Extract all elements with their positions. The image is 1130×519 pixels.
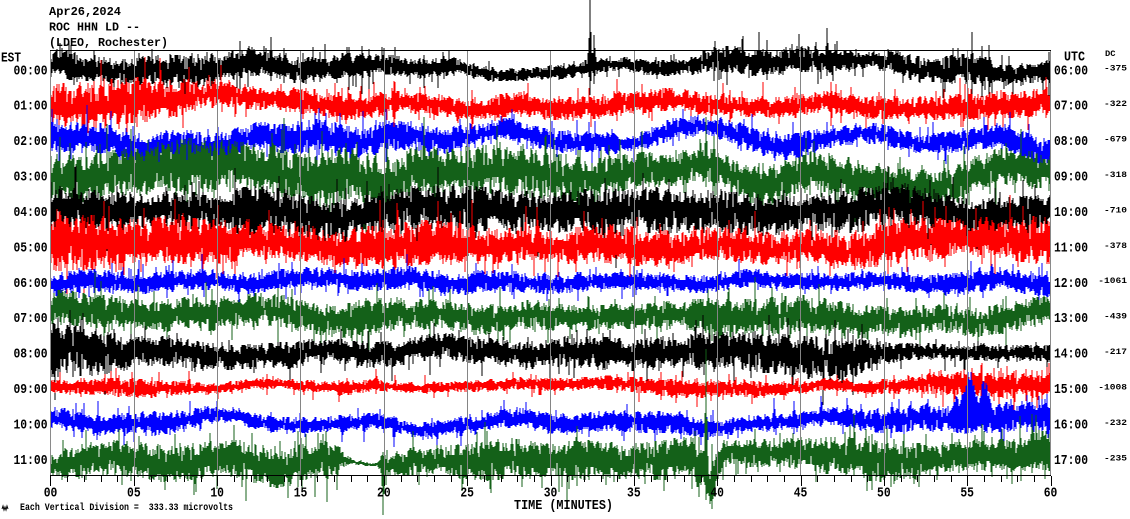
svg-text:06:00: 06:00 [1054,63,1088,79]
svg-text:EST: EST [1,51,21,67]
svg-text:11:00: 11:00 [1054,240,1088,256]
svg-text:55: 55 [960,487,974,502]
svg-text:09:00: 09:00 [14,382,48,398]
svg-text:-235: -235 [1104,454,1127,463]
svg-text:14:00: 14:00 [1054,347,1088,363]
svg-text:-679: -679 [1104,136,1127,145]
svg-text:UTC: UTC [1064,50,1085,66]
svg-text:-1061: -1061 [1098,277,1127,286]
svg-text:00:00: 00:00 [14,63,48,79]
svg-text:02:00: 02:00 [14,134,48,150]
svg-text:01:00: 01:00 [14,99,48,115]
svg-text:-322: -322 [1104,100,1127,109]
svg-text:06:00: 06:00 [14,276,48,292]
svg-text:03:00: 03:00 [14,170,48,186]
svg-text:-375: -375 [1104,65,1127,74]
svg-text:00: 00 [44,487,58,502]
svg-text:11:00: 11:00 [14,453,48,469]
svg-text:Apr26,2024: Apr26,2024 [49,5,121,19]
svg-text:-710: -710 [1104,206,1127,215]
svg-text:-318: -318 [1104,171,1127,180]
svg-text:DC: DC [1105,50,1116,59]
svg-text:08:00: 08:00 [1054,134,1088,150]
svg-text:08:00: 08:00 [14,347,48,363]
svg-text:04:00: 04:00 [14,205,48,221]
svg-text:05: 05 [127,487,141,502]
svg-text:45: 45 [794,487,808,502]
svg-text:05:00: 05:00 [14,240,48,256]
svg-text:(LDEO, Rochester): (LDEO, Rochester) [49,36,168,50]
svg-text:Each Vertical Division = 333.: Each Vertical Division = 333.33 microvol… [20,502,233,514]
svg-text:09:00: 09:00 [1054,170,1088,186]
svg-text:17:00: 17:00 [1054,453,1088,469]
svg-text:10:00: 10:00 [14,417,48,433]
svg-text:20: 20 [377,487,391,502]
svg-text:16:00: 16:00 [1054,417,1088,433]
svg-text:30: 30 [544,487,558,502]
svg-text:15: 15 [294,487,308,502]
svg-text:60: 60 [1044,487,1058,502]
svg-text:12:00: 12:00 [1054,276,1088,292]
svg-text:-439: -439 [1104,313,1127,322]
svg-text:25: 25 [460,487,474,502]
svg-text:07:00: 07:00 [14,311,48,327]
svg-text:07:00: 07:00 [1054,99,1088,115]
svg-text:TIME (MINUTES): TIME (MINUTES) [514,498,613,514]
svg-text:-1008: -1008 [1098,383,1127,392]
svg-text:10: 10 [210,487,224,502]
svg-text:13:00: 13:00 [1054,311,1088,327]
svg-text:40: 40 [710,487,724,502]
svg-text:50: 50 [877,487,891,502]
svg-text:-217: -217 [1104,348,1127,357]
svg-text:-378: -378 [1104,242,1127,251]
svg-text:35: 35 [627,487,641,502]
svg-text:10:00: 10:00 [1054,205,1088,221]
svg-text:15:00: 15:00 [1054,382,1088,398]
svg-text:-232: -232 [1104,419,1127,428]
svg-text:ROC HHN LD --: ROC HHN LD -- [49,21,140,35]
